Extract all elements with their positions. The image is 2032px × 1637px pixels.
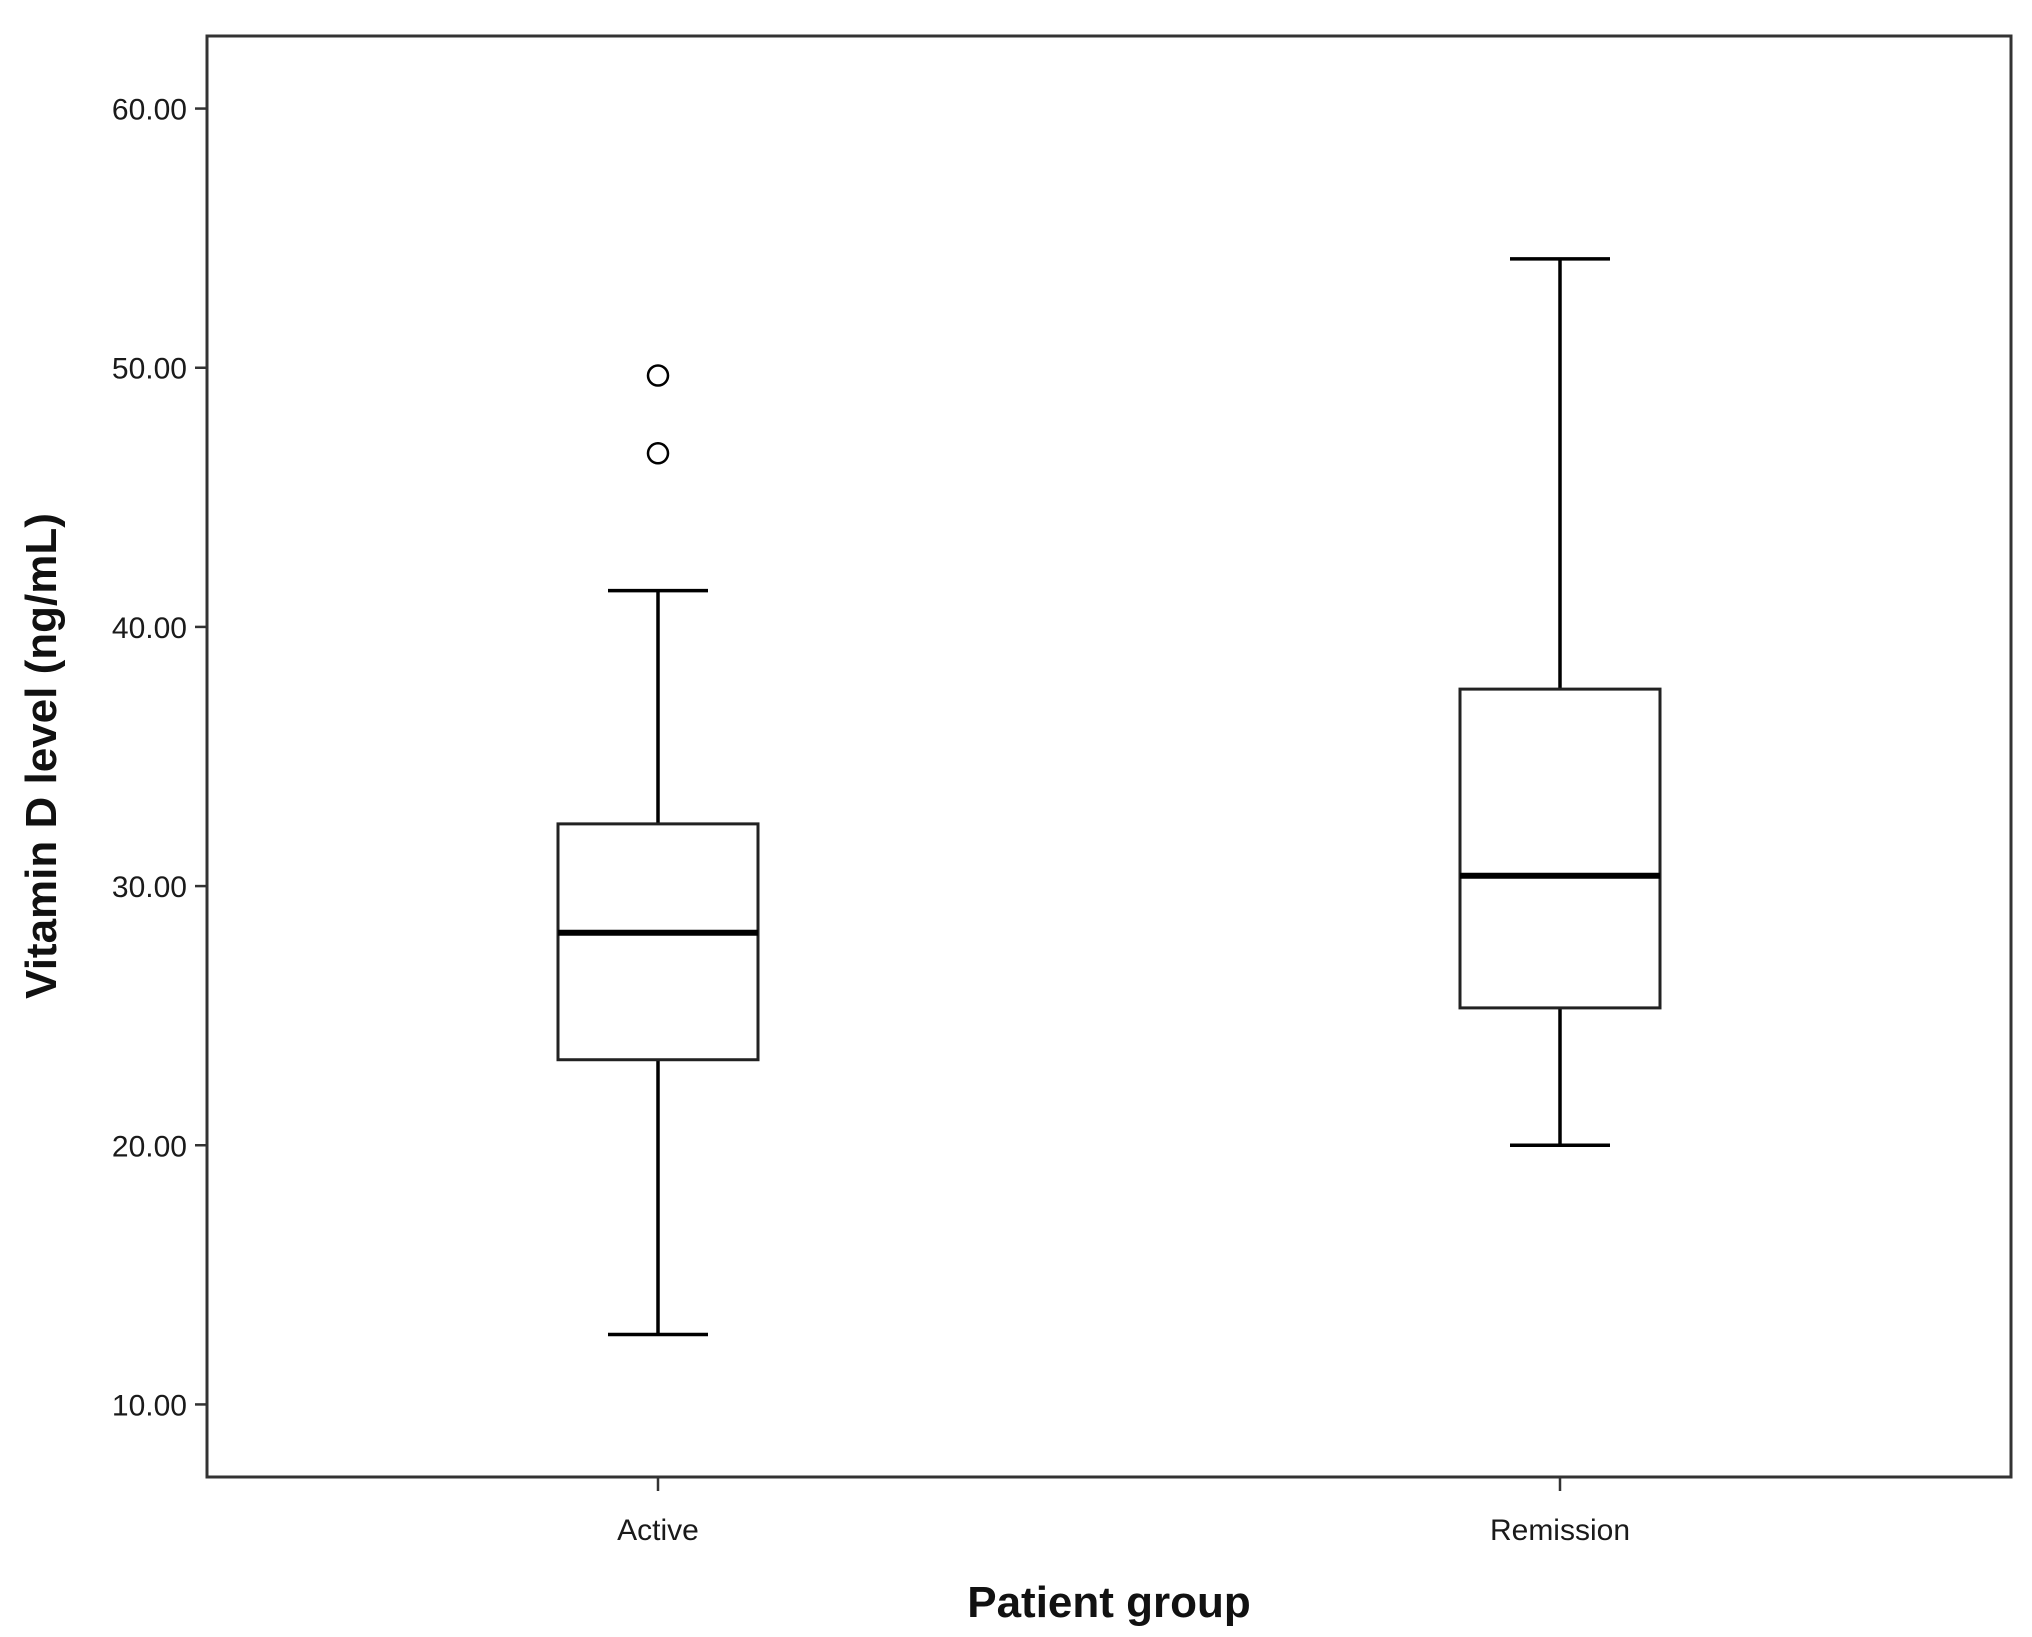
- iqr-box: [556, 822, 760, 1062]
- x-axis: Active Remission: [617, 1477, 1630, 1547]
- x-tick-label: Active: [617, 1514, 699, 1547]
- y-axis-title: Vitamin D level (ng/mL): [17, 513, 66, 999]
- y-tick-label: 30.00: [112, 871, 187, 904]
- x-axis-title: Patient group: [967, 1578, 1251, 1627]
- y-tick-label: 20.00: [112, 1130, 187, 1163]
- y-axis: 10.00 20.00 30.00 40.00 50.00 60.00: [112, 94, 207, 1422]
- plot-frame: [205, 34, 2013, 1479]
- outlier-point: [646, 364, 670, 387]
- iqr-box: [1458, 687, 1662, 1010]
- y-tick-label: 10.00: [112, 1389, 187, 1422]
- y-tick-label: 40.00: [112, 612, 187, 645]
- outlier-point: [646, 442, 670, 465]
- x-tick-label: Remission: [1490, 1514, 1630, 1547]
- y-tick-label: 50.00: [112, 353, 187, 386]
- box-series: [556, 257, 1662, 1337]
- y-tick-label: 60.00: [112, 94, 187, 127]
